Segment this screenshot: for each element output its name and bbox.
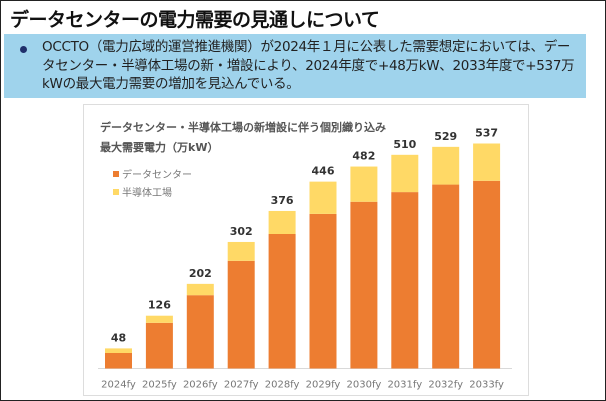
summary-box: OCCTO（電力広域的運営推進機関）が2024年１月に公表した需要想定においては…	[4, 34, 586, 98]
bar-semiconductor	[186, 283, 214, 296]
bar-total-label: 482	[352, 150, 375, 163]
x-tick-label: 2030fy	[347, 380, 382, 391]
x-tick-label: 2033fy	[469, 380, 504, 391]
x-tick-label: 2025fy	[142, 380, 177, 391]
bar-semiconductor	[268, 210, 296, 235]
x-tick-label: 2031fy	[387, 380, 422, 391]
bar-datacenter	[105, 352, 132, 369]
bar-total-label: 510	[393, 138, 416, 151]
x-tick-label: 2024fy	[101, 380, 136, 391]
slide-title: データセンターの電力需要の見通しについて	[10, 9, 380, 31]
y-axis-label: 最大需要電力（万kW）	[100, 140, 218, 154]
bar-total-label: 529	[434, 130, 457, 143]
bar-total-label: 537	[475, 127, 498, 140]
bar-total-label: 202	[189, 267, 212, 280]
bar-semiconductor	[350, 166, 378, 202]
bar-datacenter	[309, 213, 337, 369]
bar-semiconductor	[105, 348, 132, 353]
bar-datacenter	[432, 184, 460, 369]
bar-datacenter	[473, 180, 501, 369]
x-tick-label: 2027fy	[224, 380, 259, 391]
bar-semiconductor	[145, 315, 173, 323]
bar-semiconductor	[432, 146, 460, 185]
x-tick-label: 2029fy	[306, 380, 341, 391]
summary-text: OCCTO（電力広域的運営推進機関）が2024年１月に公表した需要想定においては…	[42, 39, 575, 92]
bar-datacenter	[186, 295, 214, 369]
bar-datacenter	[268, 234, 296, 369]
legend-swatch-datacenter	[113, 171, 119, 177]
legend-swatch-semiconductor	[113, 189, 119, 195]
bar-total-label: 446	[312, 165, 335, 178]
x-tick-label: 2032fy	[428, 380, 463, 391]
bar-total-label: 376	[271, 194, 294, 207]
chart-title: データセンター・半導体工場の新増設に伴う個別織り込み	[100, 120, 386, 134]
bar-semiconductor	[391, 154, 419, 193]
chart-container: データセンター・半導体工場の新増設に伴う個別織り込み 最大需要電力（万kW） デ…	[83, 104, 529, 396]
legend-label-semiconductor: 半導体工場	[122, 186, 172, 199]
x-tick-label: 2026fy	[183, 380, 218, 391]
bar-datacenter	[227, 260, 255, 369]
bar-datacenter	[145, 322, 173, 369]
bar-semiconductor	[227, 241, 255, 261]
bullet-icon	[20, 46, 27, 53]
bar-total-label: 302	[230, 225, 253, 238]
bar-semiconductor	[473, 143, 501, 181]
x-tick-label: 2028fy	[265, 380, 300, 391]
stacked-bar-chart: データセンター・半導体工場の新増設に伴う個別織り込み 最大需要電力（万kW） デ…	[98, 120, 512, 391]
bar-datacenter	[391, 192, 419, 369]
legend-label-datacenter: データセンター	[122, 168, 192, 181]
bar-datacenter	[350, 201, 378, 369]
bar-total-label: 48	[111, 331, 126, 344]
bar-semiconductor	[309, 181, 337, 214]
bar-total-label: 126	[148, 299, 171, 312]
